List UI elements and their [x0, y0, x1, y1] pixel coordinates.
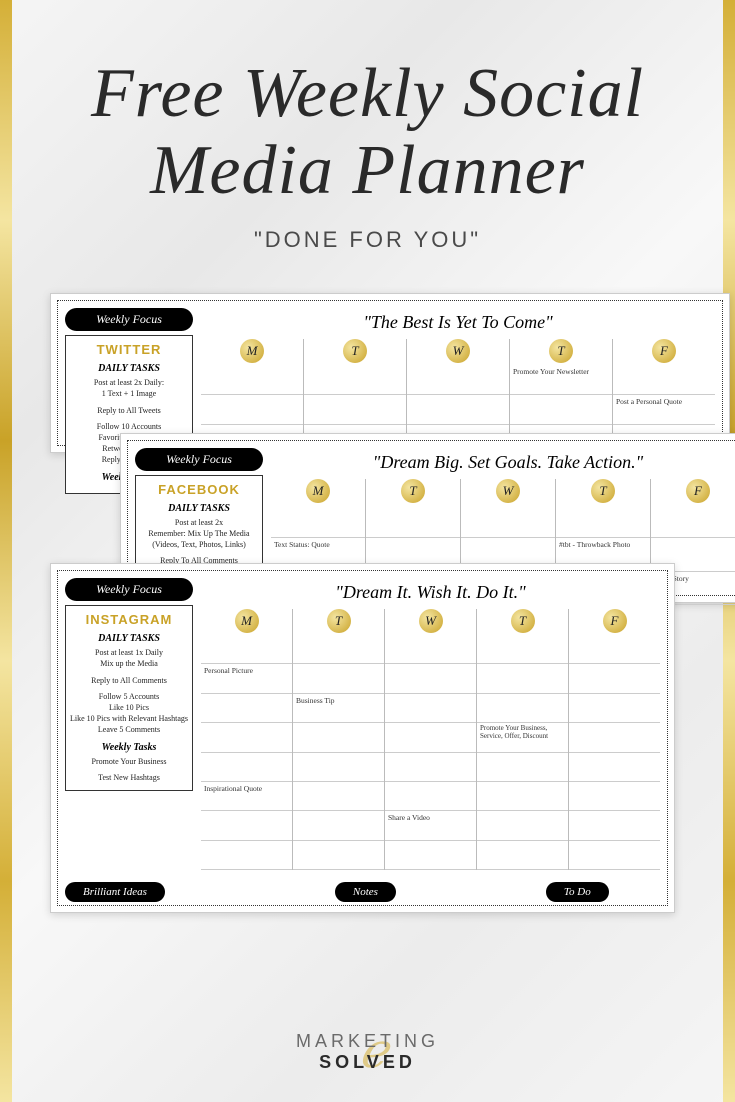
task-item: Post at least 1x Daily Mix up the Media — [70, 648, 188, 670]
daily-tasks-heading: DAILY TASKS — [70, 633, 188, 644]
day-circle: M — [306, 479, 330, 503]
day-circle: T — [591, 479, 615, 503]
task-item: Promote Your Business — [70, 757, 188, 768]
grid-area: "The Best Is Yet To Come" M T W T F Prom… — [201, 308, 715, 438]
daily-tasks-heading: DAILY TASKS — [70, 363, 188, 374]
task-item: Test New Hashtags — [70, 773, 188, 784]
daily-tasks-heading: DAILY TASKS — [140, 503, 258, 514]
platform-label: FACEBOOK — [140, 482, 258, 497]
planner-grid: Personal Picture Inspirational Quote Bus… — [201, 635, 660, 870]
day-circle: M — [235, 609, 259, 633]
grid-note: Share a Video — [385, 811, 476, 840]
brand-line2: SOLVED — [296, 1052, 439, 1074]
header: Free Weekly Social Media Planner "DONE F… — [0, 0, 735, 283]
task-item: Reply to All Tweets — [70, 406, 188, 417]
grid-note: Inspirational Quote — [201, 782, 292, 811]
planner-twitter: Weekly Focus TWITTER DAILY TASKS Post at… — [50, 293, 730, 453]
day-circle: F — [603, 609, 627, 633]
weekly-tasks-heading: Weekly Tasks — [70, 742, 188, 753]
planner-quote: "Dream It. Wish It. Do It." — [201, 578, 660, 609]
day-circle: T — [511, 609, 535, 633]
weekly-focus-pill: Weekly Focus — [65, 308, 193, 331]
grid-note: Promote Your Newsletter — [510, 365, 612, 395]
task-item: Follow 5 Accounts Like 10 Pics Like 10 P… — [70, 692, 188, 735]
sidebar-box: INSTAGRAM DAILY TASKS Post at least 1x D… — [65, 605, 193, 791]
grid-note: Post a Personal Quote — [613, 395, 715, 425]
tab-todo: To Do — [546, 882, 609, 902]
brand-text: MARKETING SOLVED — [296, 1031, 439, 1074]
tab-notes: Notes — [335, 882, 396, 902]
platform-label: TWITTER — [70, 342, 188, 357]
day-circle: F — [686, 479, 710, 503]
sidebar-box: FACEBOOK DAILY TASKS Post at least 2x Re… — [135, 475, 263, 574]
day-header-row: M T W T F — [201, 339, 715, 365]
planner-quote: "The Best Is Yet To Come" — [201, 308, 715, 339]
day-circle: W — [446, 339, 470, 363]
grid-note: Personal Picture — [201, 664, 292, 693]
day-circle: T — [549, 339, 573, 363]
brand-line1: MARKETING — [296, 1031, 439, 1053]
day-circle: T — [343, 339, 367, 363]
tab-ideas: Brilliant Ideas — [65, 882, 165, 902]
sidebar-facebook: Weekly Focus FACEBOOK DAILY TASKS Post a… — [135, 448, 263, 574]
platform-label: INSTAGRAM — [70, 612, 188, 627]
footer: ℯ MARKETING SOLVED — [0, 1031, 735, 1074]
day-header-row: M T W T F — [271, 479, 735, 505]
day-header-row: M T W T F — [201, 609, 660, 635]
page-subtitle: "DONE FOR YOU" — [40, 227, 695, 253]
sidebar-instagram: Weekly Focus INSTAGRAM DAILY TASKS Post … — [65, 578, 193, 791]
day-circle: F — [652, 339, 676, 363]
grid-note: Promote Your Business, Service, Offer, D… — [477, 723, 568, 752]
planner-instagram: Weekly Focus INSTAGRAM DAILY TASKS Post … — [50, 563, 675, 913]
day-circle: M — [240, 339, 264, 363]
day-circle: T — [401, 479, 425, 503]
task-item: Reply to All Comments — [70, 676, 188, 687]
day-circle: W — [496, 479, 520, 503]
day-circle: T — [327, 609, 351, 633]
grid-area: "Dream It. Wish It. Do It." M T W T F Pe… — [201, 578, 660, 872]
weekly-focus-pill: Weekly Focus — [135, 448, 263, 471]
brand-logo: ℯ MARKETING SOLVED — [296, 1031, 439, 1074]
weekly-focus-pill: Weekly Focus — [65, 578, 193, 601]
page-title: Free Weekly Social Media Planner — [40, 55, 695, 209]
planner-stage: Weekly Focus TWITTER DAILY TASKS Post at… — [0, 283, 735, 923]
grid-note: Business Tip — [293, 694, 384, 723]
day-circle: W — [419, 609, 443, 633]
task-item: Post at least 2x Remember: Mix Up The Me… — [140, 518, 258, 550]
planner-quote: "Dream Big. Set Goals. Take Action." — [271, 448, 735, 479]
task-item: Post at least 2x Daily: 1 Text + 1 Image — [70, 378, 188, 400]
bottom-tabs: Brilliant Ideas Notes To Do — [65, 882, 660, 902]
